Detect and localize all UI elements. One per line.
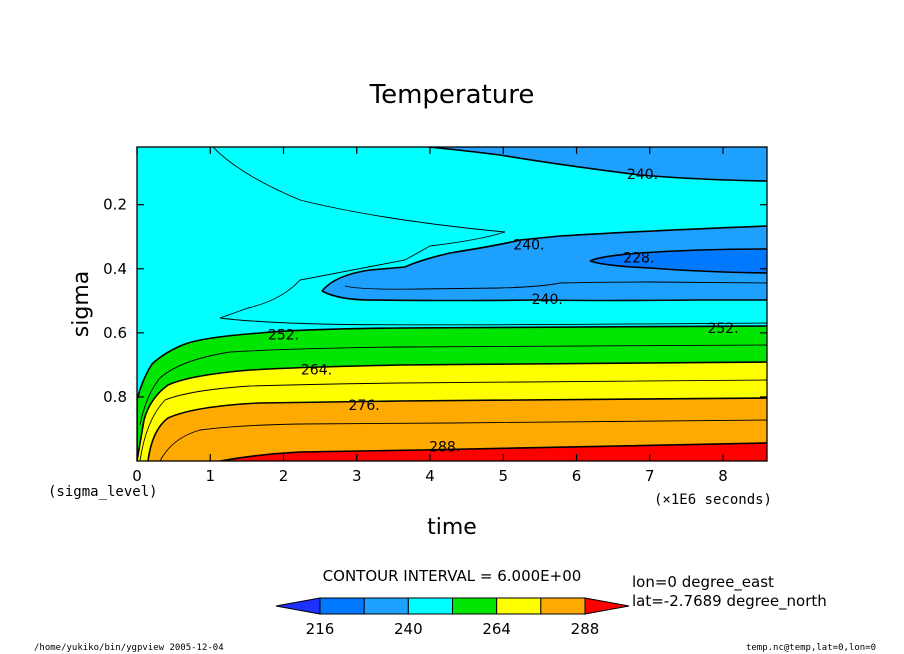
x-tick-label: 4 — [425, 467, 435, 485]
contour-label: 240. — [532, 292, 563, 308]
colorbar-segment — [363, 597, 409, 615]
colorbar-tick-label: 240 — [394, 620, 423, 638]
contour-line-240-top — [427, 147, 767, 182]
contour-line-240-mid-lower — [321, 290, 767, 302]
contour-line-234-inner — [344, 281, 767, 290]
chart-title: Temperature — [369, 80, 535, 110]
contour-line-282 — [159, 419, 767, 461]
contour-interval-label: CONTOUR INTERVAL = 6.000E+00 — [323, 567, 582, 585]
axes: 0 1 2 3 4 5 6 7 8 0.2 0.4 0.6 0.8 — [103, 146, 768, 485]
contour-line-264 — [137, 361, 767, 461]
colorbar-segment — [540, 597, 586, 615]
y-tick-label: 0.2 — [103, 196, 127, 214]
contour-line-258 — [139, 344, 767, 426]
footer-left: /home/yukiko/bin/ygpview 2005-12-04 — [34, 643, 224, 653]
contour-label: 288. — [429, 440, 460, 456]
colorbar: 216 240 264 288 — [275, 597, 630, 638]
colorbar-segment — [319, 597, 365, 615]
region-top-blue — [428, 147, 767, 181]
contour-label: 252. — [268, 327, 299, 343]
contour-label: 264. — [301, 363, 332, 379]
contour-labels: 240. 240. 228. 240. 252. 252. 264. 276. 288. — [268, 167, 739, 456]
x-tick-label: 1 — [205, 467, 215, 485]
colorbar-segment — [407, 597, 454, 615]
x-tick-label: 8 — [718, 467, 728, 485]
contour-line-246-thin — [212, 147, 767, 326]
contour-line-276 — [147, 397, 767, 461]
region-orange — [148, 398, 767, 461]
colorbar-over-triangle — [584, 597, 630, 615]
plot-frame — [136, 146, 768, 462]
y-tick-label: 0.4 — [103, 260, 127, 278]
colorbar-under-triangle — [275, 597, 321, 615]
x-tick-label: 7 — [645, 467, 655, 485]
x-tick-label: 0 — [132, 467, 142, 485]
y-tick-label: 0.8 — [103, 388, 127, 406]
x-tick-label: 5 — [499, 467, 509, 485]
lon-annotation: lon=0 degree_east — [632, 573, 774, 592]
x-tick-label: 6 — [572, 467, 582, 485]
contour-label: 240. — [513, 238, 544, 254]
x-axis-units: (×1E6 seconds) — [654, 492, 772, 508]
contour-line-240-mid — [321, 225, 767, 292]
contour-label: 276. — [349, 398, 380, 414]
x-tick-label: 3 — [352, 467, 362, 485]
contour-label: 252. — [707, 321, 738, 337]
contour-line-270 — [139, 379, 767, 461]
colorbar-segment — [452, 597, 498, 615]
contour-line-288 — [219, 442, 767, 461]
colorbar-segment — [496, 597, 542, 615]
contour-line-228 — [589, 248, 767, 274]
x-axis-label: time — [427, 515, 477, 540]
colorbar-tick-label: 264 — [482, 620, 511, 638]
x-tick-label: 2 — [279, 467, 289, 485]
contour-line-252 — [137, 325, 767, 461]
colorbar-tick-label: 288 — [571, 620, 600, 638]
contour-label: 228. — [623, 251, 654, 267]
contour-label: 240. — [627, 167, 658, 183]
y-tick-label: 0.6 — [103, 324, 127, 342]
footer-right: temp.nc@temp,lat=0,lon=0 — [746, 643, 876, 653]
y-axis-units: (sigma_level) — [48, 484, 158, 500]
colorbar-tick-label: 216 — [306, 620, 335, 638]
lat-annotation: lat=-2.7689 degree_north — [632, 592, 827, 611]
y-axis-label: sigma — [69, 271, 94, 337]
plot-area — [137, 147, 767, 461]
